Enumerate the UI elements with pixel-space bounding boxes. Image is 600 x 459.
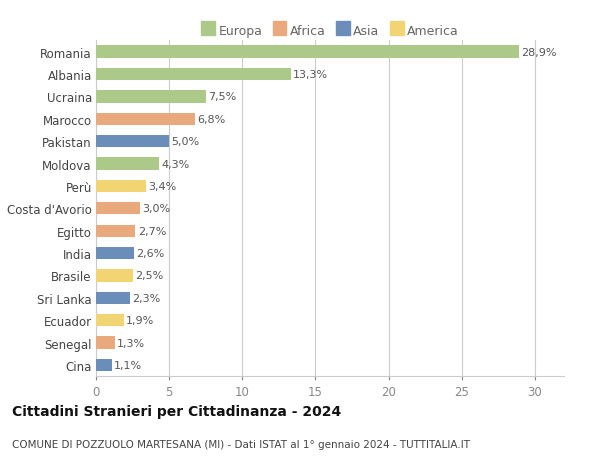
Text: 3,4%: 3,4% [148, 181, 176, 191]
Text: 13,3%: 13,3% [293, 70, 328, 80]
Text: 2,3%: 2,3% [132, 293, 160, 303]
Text: 1,9%: 1,9% [126, 315, 154, 325]
Bar [96, 225, 136, 237]
Text: 6,8%: 6,8% [197, 114, 226, 124]
Bar [96, 203, 140, 215]
Legend: Europa, Africa, Asia, America: Europa, Africa, Asia, America [199, 22, 461, 40]
Text: 2,6%: 2,6% [136, 248, 164, 258]
Text: 3,0%: 3,0% [142, 204, 170, 214]
Bar [96, 136, 169, 148]
Text: 4,3%: 4,3% [161, 159, 190, 169]
Bar [96, 113, 196, 126]
Bar [96, 314, 124, 327]
Text: 2,7%: 2,7% [137, 226, 166, 236]
Text: Cittadini Stranieri per Cittadinanza - 2024: Cittadini Stranieri per Cittadinanza - 2… [12, 404, 341, 419]
Text: 1,3%: 1,3% [117, 338, 145, 348]
Bar [96, 292, 130, 304]
Text: 1,1%: 1,1% [114, 360, 142, 370]
Bar [96, 359, 112, 371]
Text: 7,5%: 7,5% [208, 92, 236, 102]
Text: 5,0%: 5,0% [172, 137, 199, 147]
Text: 28,9%: 28,9% [521, 47, 556, 57]
Bar [96, 91, 206, 103]
Bar [96, 247, 134, 260]
Text: COMUNE DI POZZUOLO MARTESANA (MI) - Dati ISTAT al 1° gennaio 2024 - TUTTITALIA.I: COMUNE DI POZZUOLO MARTESANA (MI) - Dati… [12, 440, 470, 449]
Bar [96, 337, 115, 349]
Text: 2,5%: 2,5% [135, 271, 163, 281]
Bar [96, 180, 146, 193]
Bar [96, 46, 518, 59]
Bar [96, 270, 133, 282]
Bar [96, 158, 159, 170]
Bar [96, 69, 290, 81]
